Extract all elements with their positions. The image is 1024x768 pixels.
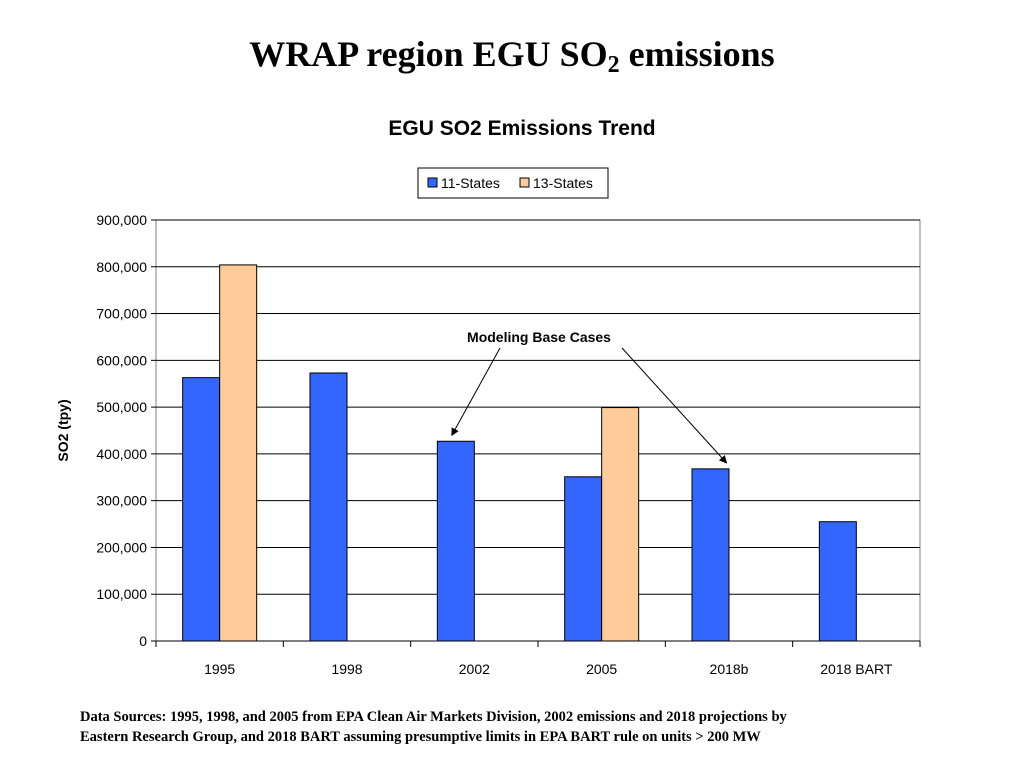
y-tick-label: 100,000 [96, 586, 147, 602]
plot-area: 0 100,000 200,000 300,000 400,000 500,000 600,… [55, 212, 921, 677]
bar-11-states-1995 [182, 377, 221, 642]
y-axis-label: SO2 (tpy) [55, 399, 71, 461]
chart-title: EGU SO2 Emissions Trend [388, 117, 655, 140]
data-sources-note: Data Sources: 1995, 1998, and 2005 from … [80, 707, 960, 747]
annotation-label: Modeling Base Cases [467, 329, 611, 345]
plot-border [155, 219, 921, 642]
legend-swatch-13-states [519, 177, 530, 188]
y-tick-label: 800,000 [96, 259, 147, 275]
slide-title-tail: emissions [619, 34, 775, 74]
bar-11-states-2018b [691, 468, 730, 642]
x-tick-label: 2018b [710, 661, 749, 677]
y-tick-label: 700,000 [96, 306, 147, 322]
y-tick-label: 0 [139, 633, 147, 649]
y-tick-label: 500,000 [96, 399, 147, 415]
bar-13-states-2005 [601, 407, 640, 642]
x-tick-label: 1998 [331, 661, 362, 677]
bar-11-states-2002 [436, 440, 475, 642]
so2-bar-chart: EGU SO2 Emissions Trend 11-States 13-Stat… [55, 117, 921, 677]
x-tick-label: 2005 [586, 661, 617, 677]
y-tick-label: 400,000 [96, 446, 147, 462]
x-tick-label: 2018 BART [820, 661, 893, 677]
y-tick-label: 900,000 [96, 212, 147, 228]
slide-title-main: WRAP region EGU SO [249, 34, 608, 74]
annotation-arrow [621, 347, 728, 464]
y-tick-label: 600,000 [96, 352, 147, 368]
data-sources-line-1: Data Sources: 1995, 1998, and 2005 from … [80, 709, 787, 725]
slide-title: WRAP region EGU SO2 emissions [0, 36, 1024, 77]
annotation-arrow [451, 347, 501, 437]
y-tick-label: 200,000 [96, 539, 147, 555]
legend-swatch-11-states [427, 177, 438, 188]
bar-13-states-1995 [219, 264, 258, 642]
chart-legend: 11-States 13-States [417, 167, 609, 199]
x-tick-label: 1995 [204, 661, 235, 677]
data-sources-line-2: Eastern Research Group, and 2018 BART as… [80, 729, 761, 745]
bar-11-states-2005 [564, 476, 603, 642]
y-tick-label: 300,000 [96, 493, 147, 509]
x-tick-label: 2002 [459, 661, 490, 677]
bar-11-states-1998 [309, 372, 348, 642]
legend-label-11-states: 11-States [441, 175, 500, 191]
slide-title-subscript: 2 [607, 52, 620, 78]
legend-box [417, 167, 609, 199]
bar-11-states-2018-bart [818, 521, 857, 642]
legend-label-13-states: 13-States [533, 175, 593, 191]
